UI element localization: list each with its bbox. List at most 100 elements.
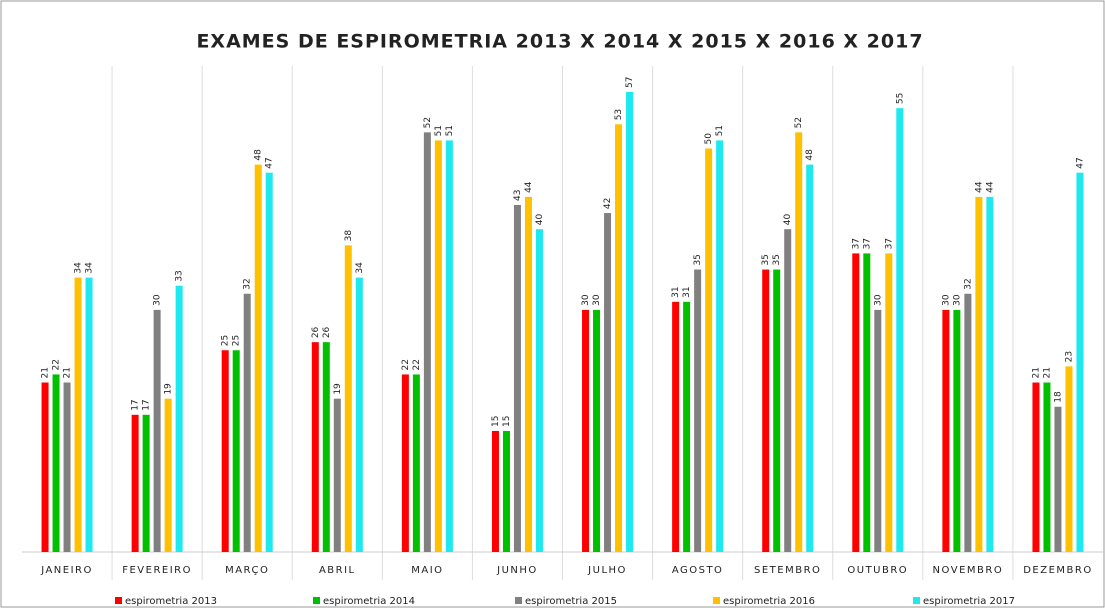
data-label: 32 [963,278,973,289]
x-tick-label: SETEMBRO [754,565,821,576]
bar [142,414,150,552]
data-label: 25 [221,335,231,346]
bar [885,253,893,552]
data-label: 37 [851,238,861,249]
bar [355,277,363,552]
bar [604,213,612,553]
x-tick-label: JANEIRO [40,565,93,576]
x-tick-label: NOVEMBRO [933,565,1004,576]
data-label: 50 [704,133,714,145]
data-label: 30 [941,294,951,306]
legend-label: espirometria 2016 [723,596,815,607]
data-label: 40 [535,213,545,225]
data-label: 48 [805,149,815,161]
bar [63,382,71,552]
x-tick-label: JULHO [587,565,627,576]
data-label: 30 [153,294,163,306]
bar [672,301,680,552]
data-label: 31 [671,286,681,297]
legend-label: espirometria 2014 [323,596,415,607]
data-label: 26 [322,326,332,338]
bar [52,374,60,552]
legend-swatch [713,597,720,604]
x-tick-label: DEZEMBRO [1023,565,1093,576]
data-label: 30 [581,294,591,306]
data-label: 30 [873,294,883,306]
data-label: 32 [243,278,253,289]
bar [716,140,724,552]
bar [806,164,814,552]
bar [1043,382,1051,552]
x-tick-label: JUNHO [496,565,538,576]
data-label: 47 [1075,157,1085,168]
data-label: 57 [625,77,635,88]
data-label: 22 [52,359,62,370]
bar [795,132,803,552]
bar [175,285,183,552]
data-label: 22 [412,359,422,370]
data-label: 43 [513,190,523,201]
legend-swatch [313,597,320,604]
data-label: 35 [693,254,703,265]
data-label: 35 [761,254,771,265]
x-tick-label: FEVEREIRO [122,565,192,576]
data-label: 37 [862,238,872,249]
legend-label: espirometria 2013 [125,596,217,607]
data-label: 38 [344,230,354,242]
bar [1065,366,1073,552]
legend-label: espirometria 2017 [923,596,1015,607]
bar [265,172,273,552]
data-label: 31 [682,286,692,297]
bar [863,253,871,552]
bar [986,196,994,552]
data-label: 30 [592,294,602,306]
data-label: 47 [265,157,275,168]
chart-title: EXAMES DE ESPIROMETRIA 2013 X 2014 X 201… [196,31,923,53]
data-label: 15 [491,415,501,426]
data-label: 51 [434,125,444,136]
bar [513,204,521,552]
bar [344,245,352,553]
bar [1076,172,1084,552]
bar [423,132,431,552]
data-label: 15 [502,415,512,426]
bar [502,430,510,552]
bar [232,350,240,552]
x-tick-label: MAIO [411,565,443,576]
bar [74,277,82,552]
x-tick-label: MARÇO [225,565,269,576]
bar [953,309,961,552]
bar [221,350,229,552]
data-label: 21 [41,367,51,378]
data-label: 44 [985,181,995,193]
bar [626,92,634,552]
bar [434,140,442,552]
bar [975,196,983,552]
data-label: 21 [1042,367,1052,378]
bar [445,140,453,552]
data-label: 37 [884,238,894,249]
bar [1054,406,1062,552]
data-label: 55 [895,93,905,104]
data-label: 44 [974,181,984,193]
bar [593,309,601,552]
data-label: 22 [401,359,411,370]
data-label: 34 [74,262,84,274]
data-label: 51 [445,125,455,136]
data-label: 21 [63,367,73,378]
bar [852,253,860,552]
x-tick-label: OUTUBRO [847,565,908,576]
data-label: 26 [311,326,321,338]
bar [311,342,319,552]
data-label: 18 [1053,391,1063,403]
data-label: 17 [142,399,152,410]
data-label: 34 [355,262,365,274]
bar [164,398,172,552]
bar [41,382,49,552]
bar [1032,382,1040,552]
data-label: 19 [333,383,343,395]
data-label: 33 [175,270,185,281]
bar [535,229,543,552]
bar [153,309,161,552]
